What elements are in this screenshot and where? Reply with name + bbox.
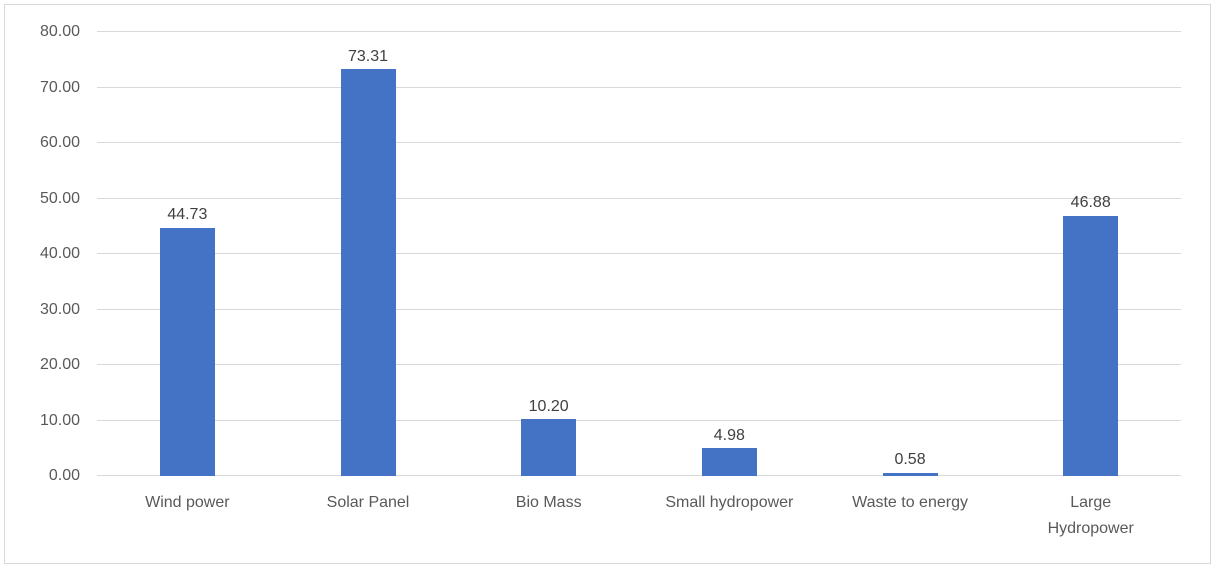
bar: [159, 227, 215, 476]
x-category-label: Wind power: [145, 494, 230, 511]
y-tick-label: 10.00: [39, 411, 80, 429]
bars-row: 44.73 73.31 10.20 4.98 0.58 46.88: [97, 32, 1181, 476]
bar-slot: 44.73: [97, 32, 278, 476]
bar: [340, 69, 396, 476]
bar-chart: 0.00 10.00 20.00 30.00 40.00 50.00 60.00 70.00 8…: [4, 4, 1211, 564]
gridline: [97, 197, 1181, 199]
bar: [701, 448, 757, 476]
y-tick-label: 80.00: [39, 23, 80, 40]
bar-slot: 0.58: [820, 32, 1001, 476]
bar-slot: 10.20: [458, 32, 639, 476]
y-tick-label: 50.00: [39, 189, 80, 207]
gridline: [97, 142, 1181, 143]
x-category-label: Solar Panel: [326, 494, 410, 511]
x-category-label: Large Hydropower: [1047, 494, 1134, 537]
gridline: [97, 31, 1181, 32]
bar-value-label: 73.31: [347, 47, 389, 65]
plot-area: 44.73 73.31 10.20 4.98 0.58 46.88: [97, 31, 1181, 476]
gridline: [97, 364, 1181, 365]
gridline: [97, 475, 1181, 476]
bar-slot: 73.31: [278, 32, 459, 476]
x-category-label: Bio Mass: [515, 494, 582, 511]
bar-slot: 4.98: [639, 32, 820, 476]
bar: [882, 472, 938, 476]
gridline: [97, 86, 1181, 88]
bar-value-label: 44.73: [167, 206, 208, 224]
bar: [1063, 215, 1119, 476]
y-tick-label: 40.00: [39, 245, 80, 262]
x-category-label: Waste to energy: [852, 494, 968, 511]
x-axis: Wind power Solar Panel Bio Mass Small hydro…: [97, 490, 1181, 541]
bar-value-label: 10.20: [528, 397, 569, 415]
y-tick-label: 30.00: [39, 300, 80, 318]
y-tick-label: 70.00: [39, 78, 80, 96]
y-tick-label: 20.00: [39, 356, 80, 373]
gridline: [97, 308, 1181, 310]
bar-value-label: 0.58: [894, 451, 926, 469]
bar-value-label: 46.88: [1070, 194, 1111, 212]
x-category-label: Small hydropower: [665, 494, 794, 511]
bar: [521, 419, 577, 476]
y-axis: 0.00 10.00 20.00 30.00 40.00 50.00 60.00 70.00 8…: [5, 24, 80, 484]
bar-value-label: 4.98: [713, 426, 745, 444]
y-tick-label: 60.00: [39, 134, 80, 151]
bar-slot: 46.88: [1000, 32, 1181, 476]
gridline: [97, 419, 1181, 421]
gridline: [97, 253, 1181, 254]
y-tick-label: 0.00: [48, 467, 80, 484]
